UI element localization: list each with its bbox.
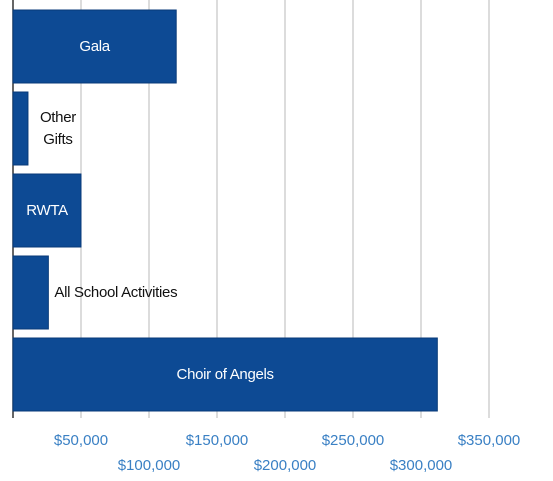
bar bbox=[12, 9, 177, 84]
bar bbox=[12, 255, 49, 330]
bar bbox=[12, 173, 82, 248]
x-tick-label: $200,000 bbox=[254, 457, 317, 474]
category-label: Gala bbox=[79, 37, 110, 55]
bar bbox=[12, 91, 29, 166]
category-label: All School Activities bbox=[54, 283, 178, 301]
category-label: Choir of Angels bbox=[176, 365, 275, 383]
bar bbox=[12, 337, 438, 412]
x-tick-label: $250,000 bbox=[322, 432, 385, 449]
x-tick-label: $350,000 bbox=[458, 432, 521, 449]
x-tick-label: $150,000 bbox=[186, 432, 249, 449]
category-label: RWTA bbox=[26, 201, 68, 219]
category-label: Other Gifts bbox=[39, 108, 76, 148]
x-tick-label: $50,000 bbox=[54, 432, 108, 449]
x-tick-label: $300,000 bbox=[390, 457, 453, 474]
x-tick-label: $100,000 bbox=[118, 457, 181, 474]
